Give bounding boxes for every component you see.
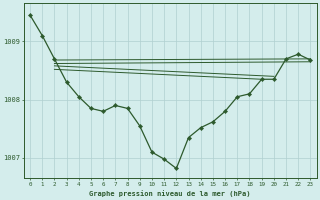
X-axis label: Graphe pression niveau de la mer (hPa): Graphe pression niveau de la mer (hPa) [90, 190, 251, 197]
